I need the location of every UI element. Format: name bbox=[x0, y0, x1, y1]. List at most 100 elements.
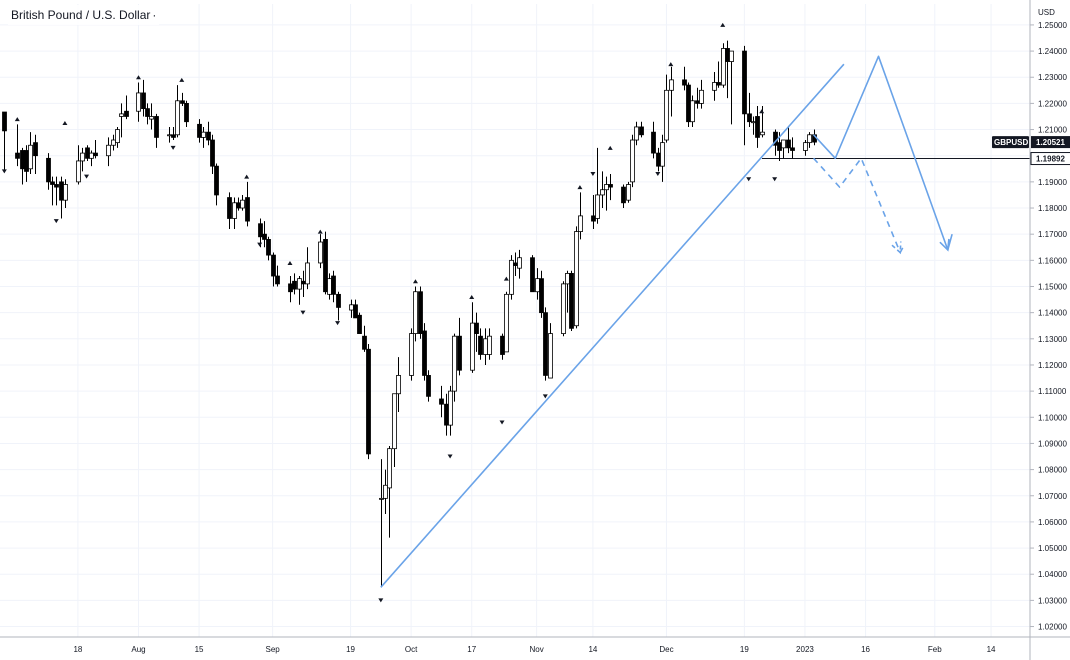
candle-body bbox=[755, 116, 760, 138]
candle bbox=[206, 121, 211, 146]
candle-body bbox=[413, 291, 418, 334]
candle-body bbox=[266, 239, 271, 256]
fractal-up-marker bbox=[244, 174, 250, 179]
candle bbox=[353, 299, 358, 319]
candle bbox=[803, 140, 808, 156]
candle-body bbox=[426, 375, 431, 397]
fractal-down-marker bbox=[335, 321, 341, 326]
fractal-up-marker bbox=[720, 22, 726, 27]
candle-body bbox=[751, 121, 756, 124]
y-tick-label: 1.10000 bbox=[1038, 413, 1067, 422]
candle bbox=[504, 291, 509, 353]
candle bbox=[539, 270, 544, 318]
candle bbox=[366, 344, 371, 460]
candle bbox=[15, 124, 20, 167]
candle-body bbox=[626, 184, 631, 201]
candle-body bbox=[790, 147, 795, 151]
candle-body bbox=[448, 390, 453, 426]
y-tick-label: 1.03000 bbox=[1038, 596, 1067, 605]
candle bbox=[115, 126, 120, 148]
candle-body bbox=[214, 165, 219, 196]
candle bbox=[63, 179, 68, 209]
candle-body bbox=[24, 150, 29, 172]
candle bbox=[362, 325, 367, 352]
candle-body bbox=[418, 291, 423, 334]
candle-body bbox=[574, 231, 579, 327]
candle-body bbox=[271, 254, 276, 277]
x-tick-label: Dec bbox=[659, 645, 673, 654]
candle bbox=[729, 50, 734, 125]
fractal-down-marker bbox=[542, 394, 548, 399]
candle bbox=[561, 281, 566, 337]
candle bbox=[755, 106, 760, 148]
candle bbox=[543, 307, 548, 381]
candle-body bbox=[301, 280, 306, 285]
candle-body bbox=[336, 293, 341, 308]
x-tick-label: Sep bbox=[266, 645, 281, 654]
level-price-label: 1.19892 bbox=[1036, 155, 1065, 164]
candle bbox=[106, 137, 111, 167]
candle bbox=[422, 323, 427, 381]
candle bbox=[457, 317, 462, 376]
chart-title[interactable]: British Pound / U.S. Dollar · bbox=[8, 5, 160, 25]
candle-body bbox=[513, 262, 518, 266]
trend-lines[interactable] bbox=[380, 55, 953, 588]
candle bbox=[214, 163, 219, 206]
fractal-down-marker bbox=[170, 145, 176, 150]
candle bbox=[439, 385, 444, 418]
candle-body bbox=[180, 100, 185, 104]
candle-body bbox=[240, 199, 245, 209]
last-price-label: 1.20521 bbox=[1036, 138, 1065, 147]
candle bbox=[271, 252, 276, 287]
x-tick-label: 18 bbox=[73, 645, 82, 654]
candle-body bbox=[747, 113, 752, 123]
candle-body bbox=[89, 152, 94, 159]
fractal-down-marker bbox=[257, 242, 263, 247]
currency-label: USD bbox=[1038, 8, 1055, 17]
y-tick-label: 1.13000 bbox=[1038, 335, 1067, 344]
candle-body bbox=[297, 278, 302, 290]
candle-body bbox=[444, 403, 449, 426]
candle-body bbox=[682, 79, 687, 86]
candle bbox=[664, 74, 669, 143]
candle bbox=[569, 270, 574, 331]
candle bbox=[790, 137, 795, 159]
candle bbox=[413, 286, 418, 342]
candle bbox=[600, 171, 605, 209]
candle-body bbox=[327, 278, 332, 295]
candle bbox=[210, 134, 215, 175]
candle-body bbox=[721, 48, 726, 86]
candle-body bbox=[548, 333, 553, 379]
candle-body bbox=[470, 322, 475, 371]
candle-body bbox=[600, 189, 605, 196]
trendline-support bbox=[380, 63, 845, 588]
candle bbox=[392, 393, 397, 467]
candle-body bbox=[539, 278, 544, 314]
candle-body bbox=[258, 223, 263, 238]
y-tick-label: 1.18000 bbox=[1038, 204, 1067, 213]
candle bbox=[651, 121, 656, 159]
candle-body bbox=[2, 111, 7, 132]
arrow-head-icon bbox=[891, 241, 902, 255]
candle-body bbox=[500, 335, 505, 355]
candle-body bbox=[561, 283, 566, 334]
candle bbox=[180, 92, 185, 107]
candle-body bbox=[141, 92, 146, 110]
candle-body bbox=[366, 348, 371, 455]
chart-title-text: British Pound / U.S. Dollar bbox=[11, 8, 151, 22]
candle bbox=[478, 328, 483, 360]
candle-body bbox=[136, 92, 141, 112]
candle bbox=[54, 176, 59, 206]
price-tags: GBPUSD 1.20521 1.19892 bbox=[992, 136, 1070, 166]
y-tick-label: 1.23000 bbox=[1038, 73, 1067, 82]
candle bbox=[336, 291, 341, 321]
fractal-up-marker bbox=[317, 229, 323, 234]
candle-body bbox=[669, 79, 674, 91]
x-tick-label: Nov bbox=[530, 645, 544, 654]
candle-body bbox=[124, 110, 129, 117]
candle-body bbox=[63, 184, 68, 201]
candle bbox=[331, 270, 336, 303]
fractal-up-marker bbox=[287, 260, 293, 265]
